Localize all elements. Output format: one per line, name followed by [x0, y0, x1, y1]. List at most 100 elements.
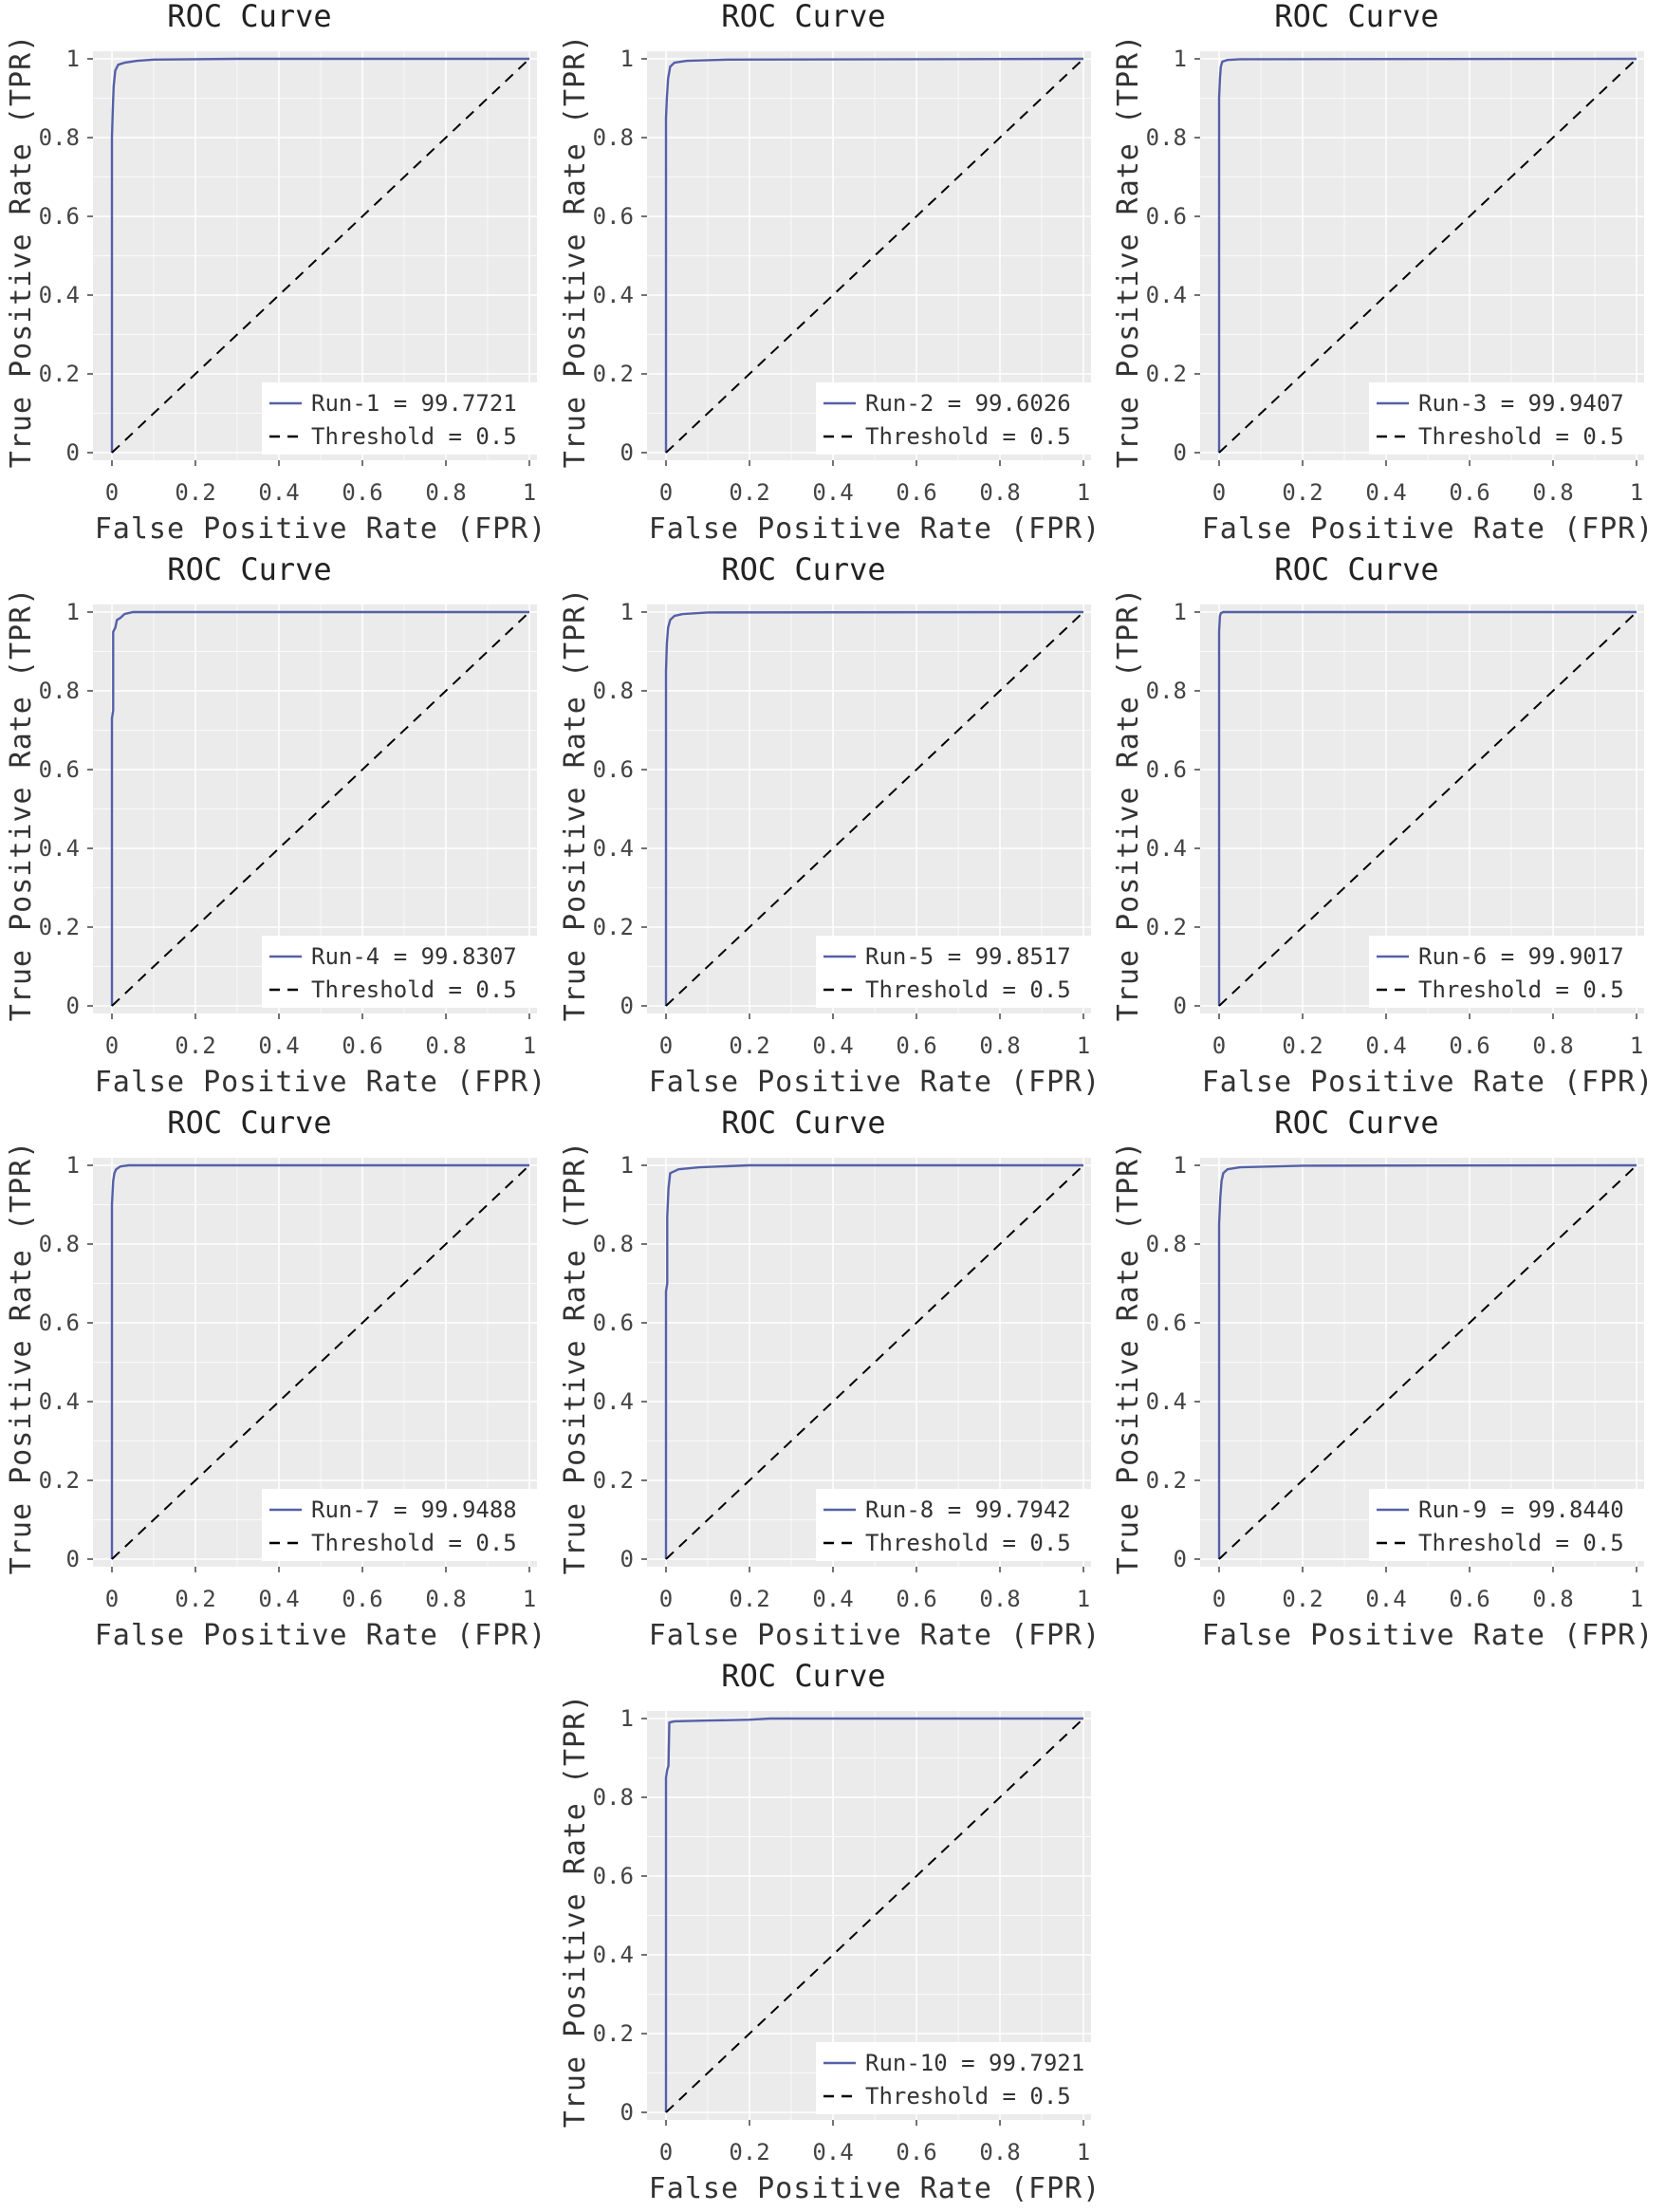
y-tick-label: 0 — [1174, 993, 1187, 1019]
y-tick-label: 0.4 — [593, 1388, 634, 1415]
x-tick-label: 1 — [523, 479, 536, 506]
threshold-line — [1218, 58, 1637, 454]
threshold-line — [111, 611, 530, 1007]
x-tick-label: 0.4 — [1365, 1032, 1406, 1059]
y-tick-label: 0.4 — [39, 1388, 80, 1415]
x-tick-label: 0.8 — [979, 479, 1020, 506]
y-tick-label: 0.6 — [1146, 203, 1187, 230]
y-tick-label: 0.8 — [39, 124, 80, 151]
legend-entry: Run-3 = 99.9407 — [1418, 390, 1624, 417]
chart-title: ROC Curve — [1274, 0, 1438, 34]
legend-entry: Threshold = 0.5 — [311, 1530, 517, 1556]
y-tick-label: 0.4 — [593, 835, 634, 862]
chart-title: ROC Curve — [1274, 1105, 1438, 1141]
y-tick-label: 0.2 — [1146, 361, 1187, 387]
legend-box — [816, 382, 1091, 455]
y-tick-label: 0.6 — [593, 203, 634, 230]
chart-title: ROC Curve — [721, 1658, 885, 1694]
y-tick-label: 0.6 — [1146, 1310, 1187, 1336]
x-tick-label: 0.8 — [425, 1586, 466, 1612]
x-tick-label: 0 — [105, 479, 119, 506]
roc-curve-line — [110, 610, 529, 1006]
y-tick-label: 0.8 — [1146, 678, 1187, 704]
legend-entry: Run-1 = 99.7721 — [311, 390, 517, 417]
x-axis-label: False Positive Rate (FPR) — [649, 1619, 1101, 1652]
chart-title: ROC Curve — [167, 1105, 331, 1141]
roc-panel-4: 0 0.2 0.4 0.6 0.8 1 0 0.2 0.4 0.6 0.8 1 ROC Curve Fal… — [5, 551, 546, 1099]
x-tick-label: 0.4 — [812, 1586, 853, 1612]
threshold-line — [665, 58, 1084, 454]
chart-title: ROC Curve — [167, 0, 331, 34]
chart-title: ROC Curve — [721, 1105, 885, 1141]
x-tick-label: 1 — [1630, 1032, 1643, 1059]
legend: Run-7 = 99.9488 Threshold = 0.5 — [262, 1489, 537, 1561]
legend-box — [816, 1489, 1091, 1561]
legend: Run-1 = 99.7721 Threshold = 0.5 — [262, 382, 537, 455]
roc-panel-6: 0 0.2 0.4 0.6 0.8 1 0 0.2 0.4 0.6 0.8 1 ROC Curve Fal… — [1112, 551, 1655, 1099]
legend: Run-8 = 99.7942 Threshold = 0.5 — [816, 1489, 1091, 1561]
y-tick-label: 0.6 — [39, 756, 80, 783]
roc-panel-2: 0 0.2 0.4 0.6 0.8 1 0 0.2 0.4 0.6 0.8 1 ROC Curve Fal… — [559, 0, 1100, 546]
y-tick-label: 0.8 — [1146, 1231, 1187, 1257]
y-tick-label: 1 — [66, 599, 80, 625]
roc-panel-5: 0 0.2 0.4 0.6 0.8 1 0 0.2 0.4 0.6 0.8 1 ROC Curve Fal… — [559, 551, 1100, 1099]
y-tick-label: 0.2 — [39, 914, 80, 940]
x-tick-label: 0.4 — [1365, 479, 1406, 506]
y-tick-label: 0 — [66, 439, 80, 466]
x-tick-label: 0.6 — [896, 1032, 936, 1059]
y-tick-label: 1 — [1174, 599, 1187, 625]
legend-entry: Run-10 = 99.7921 — [865, 2050, 1084, 2076]
legend-box — [816, 2042, 1091, 2114]
roc-curve-line — [110, 57, 529, 453]
x-tick-label: 0.6 — [896, 479, 936, 506]
y-axis-label: True Positive Rate (TPR) — [5, 587, 38, 1021]
y-tick-label: 0 — [66, 993, 80, 1019]
y-tick-label: 0.8 — [1146, 124, 1187, 151]
legend-box — [1369, 1489, 1644, 1561]
x-tick-label: 1 — [1077, 1586, 1090, 1612]
roc-panel-10: 0 0.2 0.4 0.6 0.8 1 0 0.2 0.4 0.6 0.8 1 ROC Curve Fal… — [559, 1658, 1100, 2205]
y-tick-label: 0.2 — [593, 361, 634, 387]
chart-title: ROC Curve — [721, 551, 885, 587]
x-tick-label: 0.2 — [729, 479, 769, 506]
roc-curve-line — [664, 1163, 1083, 1559]
y-tick-label: 0.4 — [593, 282, 634, 308]
legend-entry: Threshold = 0.5 — [865, 976, 1071, 1003]
y-axis-label: True Positive Rate (TPR) — [559, 1694, 592, 2128]
x-tick-label: 0 — [659, 1586, 673, 1612]
x-tick-label: 0.4 — [812, 479, 853, 506]
x-tick-label: 0.4 — [258, 1586, 299, 1612]
legend-entry: Threshold = 0.5 — [865, 2083, 1071, 2110]
y-tick-label: 0.8 — [593, 1231, 634, 1257]
y-axis-label: True Positive Rate (TPR) — [559, 587, 592, 1021]
legend: Run-5 = 99.8517 Threshold = 0.5 — [816, 936, 1091, 1008]
y-tick-label: 0 — [620, 2099, 634, 2126]
y-tick-label: 0.6 — [593, 756, 634, 783]
chart-title: ROC Curve — [1274, 551, 1438, 587]
y-tick-label: 0.6 — [39, 203, 80, 230]
roc-curve-line — [1217, 1163, 1637, 1559]
x-axis-label: False Positive Rate (FPR) — [95, 512, 547, 546]
y-tick-label: 0.8 — [593, 1784, 634, 1811]
x-tick-label: 0.2 — [175, 1032, 215, 1059]
x-tick-label: 0.8 — [979, 2139, 1020, 2166]
legend-entry: Run-4 = 99.8307 — [311, 943, 517, 970]
legend: Run-10 = 99.7921 Threshold = 0.5 — [816, 2042, 1091, 2114]
y-tick-label: 1 — [66, 1152, 80, 1179]
y-tick-label: 0.6 — [593, 1310, 634, 1336]
y-axis-label: True Positive Rate (TPR) — [1112, 587, 1145, 1021]
y-tick-label: 1 — [66, 46, 80, 72]
y-tick-label: 0 — [1174, 1546, 1187, 1572]
y-tick-label: 1 — [1174, 1152, 1187, 1179]
x-axis-label: False Positive Rate (FPR) — [1202, 1066, 1655, 1099]
y-axis-label: True Positive Rate (TPR) — [559, 1141, 592, 1574]
roc-panel-7: 0 0.2 0.4 0.6 0.8 1 0 0.2 0.4 0.6 0.8 1 ROC Curve Fal… — [5, 1105, 546, 1652]
legend: Run-2 = 99.6026 Threshold = 0.5 — [816, 382, 1091, 455]
y-tick-label: 0.8 — [593, 124, 634, 151]
x-tick-label: 0.2 — [175, 1586, 215, 1612]
legend-entry: Threshold = 0.5 — [865, 1530, 1071, 1556]
x-tick-label: 0 — [659, 2139, 673, 2166]
legend-entry: Threshold = 0.5 — [865, 423, 1071, 450]
roc-curve-line — [1217, 610, 1637, 1006]
x-axis-label: False Positive Rate (FPR) — [1202, 512, 1655, 546]
